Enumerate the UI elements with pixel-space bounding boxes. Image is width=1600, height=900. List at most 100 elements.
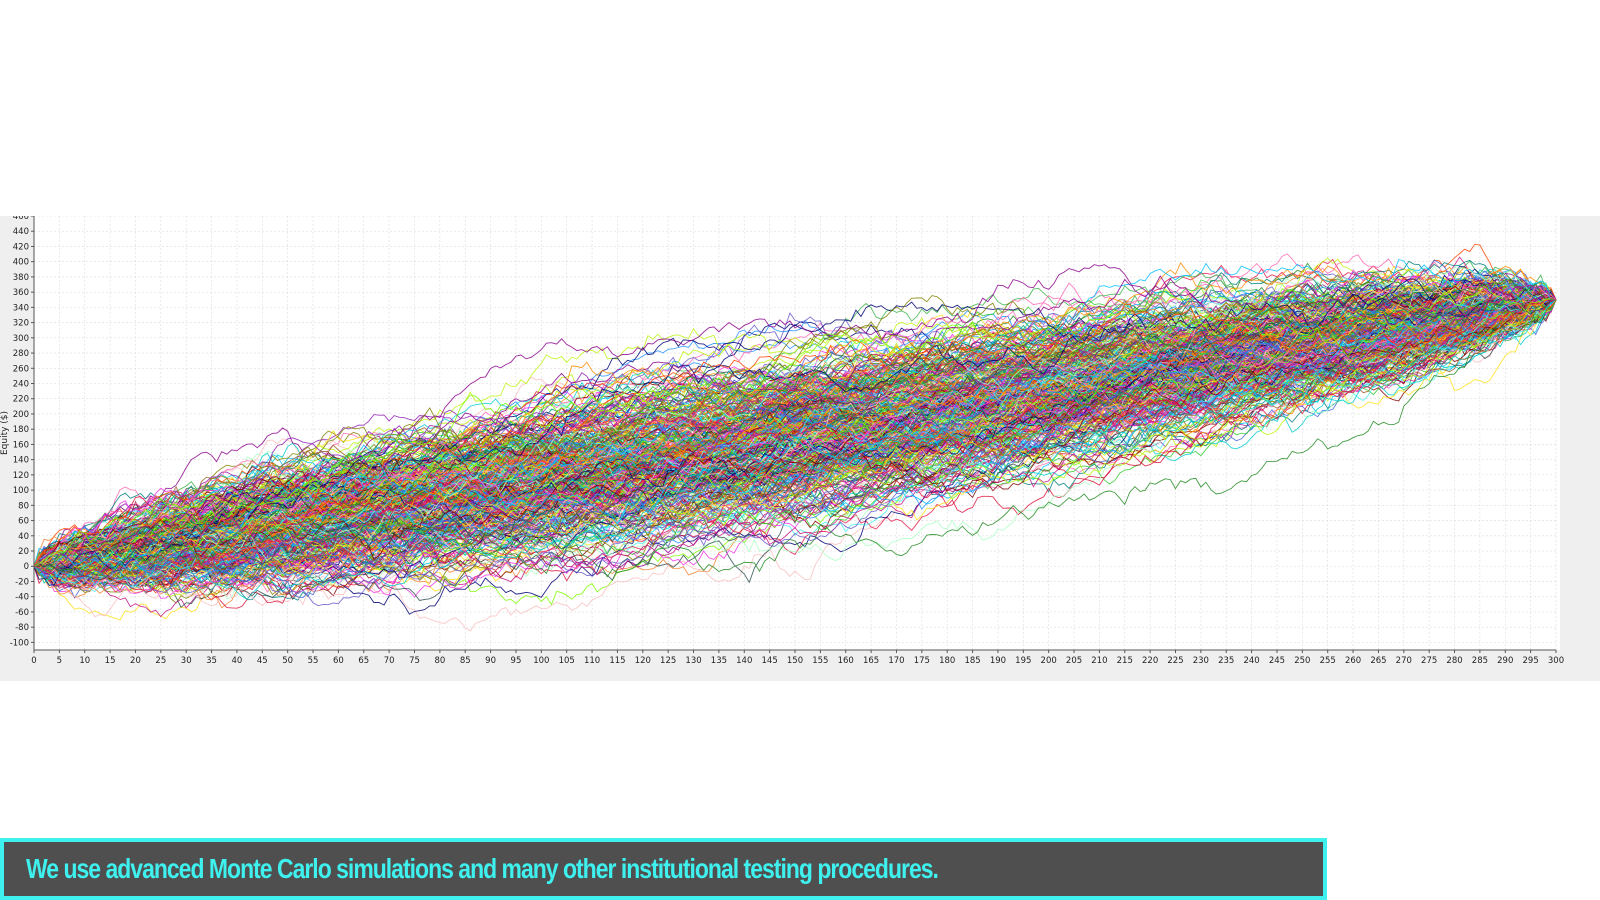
x-tick-label: 100: [533, 656, 549, 666]
x-tick-label: 35: [206, 656, 217, 666]
simulation-line: [33, 297, 1557, 569]
y-tick-label: -40: [15, 593, 29, 603]
simulation-line: [33, 287, 1557, 573]
x-tick-label: 285: [1472, 656, 1488, 666]
simulation-line: [33, 294, 1557, 607]
x-tick-label: 235: [1218, 656, 1234, 666]
simulation-line: [33, 299, 1557, 590]
x-tick-label: 110: [584, 656, 600, 666]
simulation-line: [33, 279, 1557, 586]
x-tick-label: 115: [609, 656, 625, 666]
y-tick-label: 340: [13, 303, 29, 313]
x-tick-label: 195: [1015, 656, 1031, 666]
x-tick-label: 20: [130, 656, 141, 666]
y-tick-label: 240: [13, 380, 29, 390]
simulation-line: [33, 278, 1557, 586]
y-tick-label: 140: [13, 456, 29, 466]
simulation-line: [33, 289, 1557, 607]
x-tick-label: 265: [1370, 656, 1386, 666]
x-tick-label: 40: [232, 656, 243, 666]
simulation-line: [33, 285, 1557, 567]
simulation-line: [33, 265, 1557, 573]
x-tick-label: 85: [460, 656, 471, 666]
y-axis-label: Equity ($): [0, 411, 10, 455]
simulation-line: [33, 265, 1557, 567]
simulation-line: [33, 264, 1557, 575]
x-tick-label: 155: [812, 656, 828, 666]
simulation-line: [33, 274, 1557, 576]
x-tick-label: 70: [384, 656, 395, 666]
x-tick-label: 240: [1243, 656, 1259, 666]
chart-svg: -100-80-60-40-20020406080100120140160180…: [0, 216, 1600, 681]
y-tick-label: 40: [18, 532, 29, 542]
monte-carlo-chart: -100 -80 -60 -40 -20 0 20 40 60 80 100 120 140 160 180…: [0, 216, 1600, 681]
simulation-line: [33, 287, 1557, 578]
x-tick-label: 90: [485, 656, 496, 666]
x-tick-label: 165: [863, 656, 879, 666]
simulation-line: [33, 282, 1557, 587]
y-tick-label: 360: [13, 288, 29, 298]
x-tick-label: 25: [155, 656, 166, 666]
x-tick-label: 135: [711, 656, 727, 666]
x-tick-label: 255: [1320, 656, 1336, 666]
x-tick-label: 15: [105, 656, 116, 666]
y-tick-label: 120: [13, 471, 29, 481]
x-tick-label: 280: [1446, 656, 1462, 666]
simulation-line: [33, 295, 1557, 587]
x-tick-label: 210: [1091, 656, 1107, 666]
x-tick-label: 150: [787, 656, 803, 666]
x-tick-label: 260: [1345, 656, 1361, 666]
caption-banner: We use advanced Monte Carlo simulations …: [0, 838, 1327, 900]
y-tick-label: 100: [13, 486, 29, 496]
simulation-line: [33, 294, 1557, 575]
y-tick-label: 280: [13, 349, 29, 359]
x-tick-label: 295: [1523, 656, 1539, 666]
y-tick-label: 20: [18, 547, 29, 557]
simulation-line: [33, 293, 1557, 594]
simulation-line: [33, 284, 1557, 583]
caption-text: We use advanced Monte Carlo simulations …: [26, 853, 939, 884]
simulation-line: [33, 288, 1557, 568]
x-tick-label: 120: [635, 656, 651, 666]
simulation-line: [33, 297, 1557, 584]
y-tick-label: -60: [15, 608, 29, 618]
x-tick-label: 180: [939, 656, 955, 666]
y-tick-label: 80: [18, 501, 29, 511]
y-tick-label: 0: [24, 562, 29, 572]
simulation-line: [33, 295, 1557, 581]
simulation-line: [33, 299, 1557, 581]
x-tick-label: 250: [1294, 656, 1310, 666]
y-tick-label: 180: [13, 425, 29, 435]
x-tick-label: 205: [1066, 656, 1082, 666]
y-tick-label: 220: [13, 395, 29, 405]
simulation-line: [33, 275, 1557, 567]
simulation-line: [33, 282, 1557, 567]
simulation-line: [33, 299, 1557, 600]
x-tick-label: 270: [1396, 656, 1412, 666]
simulation-line: [33, 280, 1557, 577]
y-tick-label: 400: [13, 258, 29, 268]
simulation-line: [33, 293, 1557, 570]
y-tick-label: -100: [10, 638, 29, 648]
x-tick-label: 55: [308, 656, 319, 666]
x-tick-label: 275: [1421, 656, 1437, 666]
x-tick-label: 225: [1167, 656, 1183, 666]
y-tick-label: 260: [13, 364, 29, 374]
simulation-line: [33, 282, 1557, 576]
simulation-line: [33, 286, 1557, 579]
x-tick-label: 140: [736, 656, 752, 666]
y-tick-label: -20: [15, 577, 29, 587]
simulation-line: [33, 298, 1557, 574]
x-tick-label: 65: [358, 656, 369, 666]
x-tick-label: 75: [409, 656, 420, 666]
simulation-line: [33, 297, 1557, 583]
simulation-line: [33, 299, 1557, 567]
x-tick-label: 185: [964, 656, 980, 666]
simulation-line: [33, 293, 1557, 568]
y-tick-label: -80: [15, 623, 29, 633]
x-tick-label: 230: [1193, 656, 1209, 666]
x-tick-label: 245: [1269, 656, 1285, 666]
x-tick-label: 80: [434, 656, 445, 666]
x-tick-label: 290: [1497, 656, 1513, 666]
x-tick-label: 30: [181, 656, 192, 666]
